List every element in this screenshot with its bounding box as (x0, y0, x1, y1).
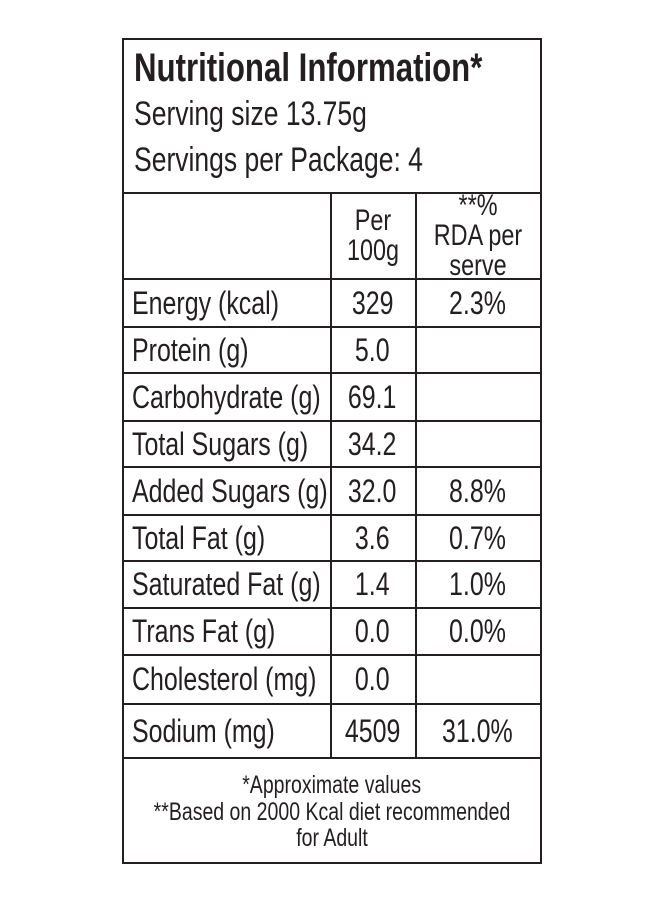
column-divider (415, 192, 417, 757)
nutrient-value: 0.0% (415, 609, 540, 654)
nutrient-name-text: Protein (g) (132, 331, 249, 368)
nutrient-value: 0.7% (415, 516, 540, 560)
nutrient-value-text: 0.0% (449, 613, 506, 649)
footnote: *Approximate values (242, 770, 422, 799)
title-wrap: Nutritional Information* (134, 44, 581, 92)
column-divider (330, 192, 332, 757)
nutrient-value-text: 31.0% (442, 712, 513, 749)
serving-size: Serving size 13.75g (134, 95, 367, 133)
footer: *Approximate values **Based on 2000 Kcal … (124, 763, 540, 858)
nutrient-name: Saturated Fat (g) (124, 562, 330, 607)
nutrient-value: 1.0% (415, 562, 540, 607)
servings: Servings per Package: 4 (134, 141, 423, 179)
nutrient-name: Protein (g) (124, 328, 330, 372)
nutrient-value-text: 0.0 (355, 661, 390, 697)
nutrient-value: 329 (330, 280, 415, 326)
divider (124, 514, 540, 516)
nutrient-name: Trans Fat (g) (124, 609, 330, 654)
nutrient-name-text: Sodium (mg) (132, 712, 275, 749)
divider (124, 466, 540, 468)
nutrient-name-text: Trans Fat (g) (132, 613, 276, 649)
nutrient-name-text: Carbohydrate (g) (132, 378, 321, 415)
nutrient-value: 69.1 (330, 374, 415, 420)
divider (124, 560, 540, 562)
divider (124, 654, 540, 656)
servings-wrap: Servings per Package: 4 (134, 138, 504, 182)
nutrient-name: Added Sugars (g) (124, 468, 330, 514)
nutrient-value: 0.0 (330, 609, 415, 654)
title: Nutritional Information* (134, 46, 483, 90)
nutrient-name-text: Total Fat (g) (132, 519, 266, 556)
nutrient-name: Cholesterol (mg) (124, 656, 330, 703)
footnote: **Based on 2000 Kcal diet recommended fo… (153, 797, 511, 852)
divider (124, 420, 540, 422)
nutrient-name-text: Total Sugars (g) (132, 425, 309, 462)
divider (124, 757, 540, 759)
nutrient-name: Sodium (mg) (124, 705, 330, 757)
nutrient-value: 2.3% (415, 280, 540, 326)
column-header-text: **% RDA per serve (433, 189, 522, 282)
divider (124, 192, 540, 194)
nutrient-name: Carbohydrate (g) (124, 374, 330, 420)
nutrient-name-text: Energy (kcal) (132, 284, 280, 321)
nutrient-value-text: 3.6 (355, 519, 390, 556)
divider (124, 607, 540, 609)
nutrient-name: Total Sugars (g) (124, 422, 330, 466)
divider (124, 326, 540, 328)
nutrient-name-text: Added Sugars (g) (132, 472, 328, 509)
column-header-text: Per 100g (346, 204, 399, 267)
nutrient-value: 34.2 (330, 422, 415, 466)
nutrient-value: 1.4 (330, 562, 415, 607)
nutrient-name: Total Fat (g) (124, 516, 330, 560)
nutrient-value: 8.8% (415, 468, 540, 514)
nutrient-value-text: 329 (351, 284, 394, 321)
nutrient-value-text: 5.0 (355, 331, 390, 368)
serving-size-wrap: Serving size 13.75g (134, 92, 433, 136)
nutrient-value-text: 8.8% (449, 472, 506, 509)
column-header: Per 100g (330, 194, 415, 278)
nutrient-name-text: Saturated Fat (g) (132, 566, 321, 602)
nutrient-value-text: 2.3% (449, 284, 506, 321)
nutrition-label: Nutritional Information* Serving size 13… (122, 38, 542, 864)
nutrient-value-text: 1.0% (449, 566, 506, 602)
nutrient-value: 32.0 (330, 468, 415, 514)
nutrient-name-text: Cholesterol (mg) (132, 661, 317, 697)
nutrient-value-text: 4509 (344, 712, 401, 749)
nutrient-value: 31.0% (415, 705, 540, 757)
nutrient-value: 5.0 (330, 328, 415, 372)
nutrient-value: 0.0 (330, 656, 415, 703)
divider (124, 278, 540, 280)
column-header: **% RDA per serve (415, 189, 540, 282)
nutrient-value-text: 1.4 (355, 566, 390, 602)
nutrient-value-text: 34.2 (348, 425, 397, 462)
nutrient-value: 3.6 (330, 516, 415, 560)
nutrient-value-text: 69.1 (348, 378, 397, 415)
divider (124, 703, 540, 705)
divider (124, 372, 540, 374)
nutrient-name: Energy (kcal) (124, 280, 330, 326)
nutrient-value-text: 0.0 (355, 613, 390, 649)
nutrient-value: 4509 (330, 705, 415, 757)
nutrient-value-text: 32.0 (348, 472, 397, 509)
nutrient-value-text: 0.7% (449, 519, 506, 556)
